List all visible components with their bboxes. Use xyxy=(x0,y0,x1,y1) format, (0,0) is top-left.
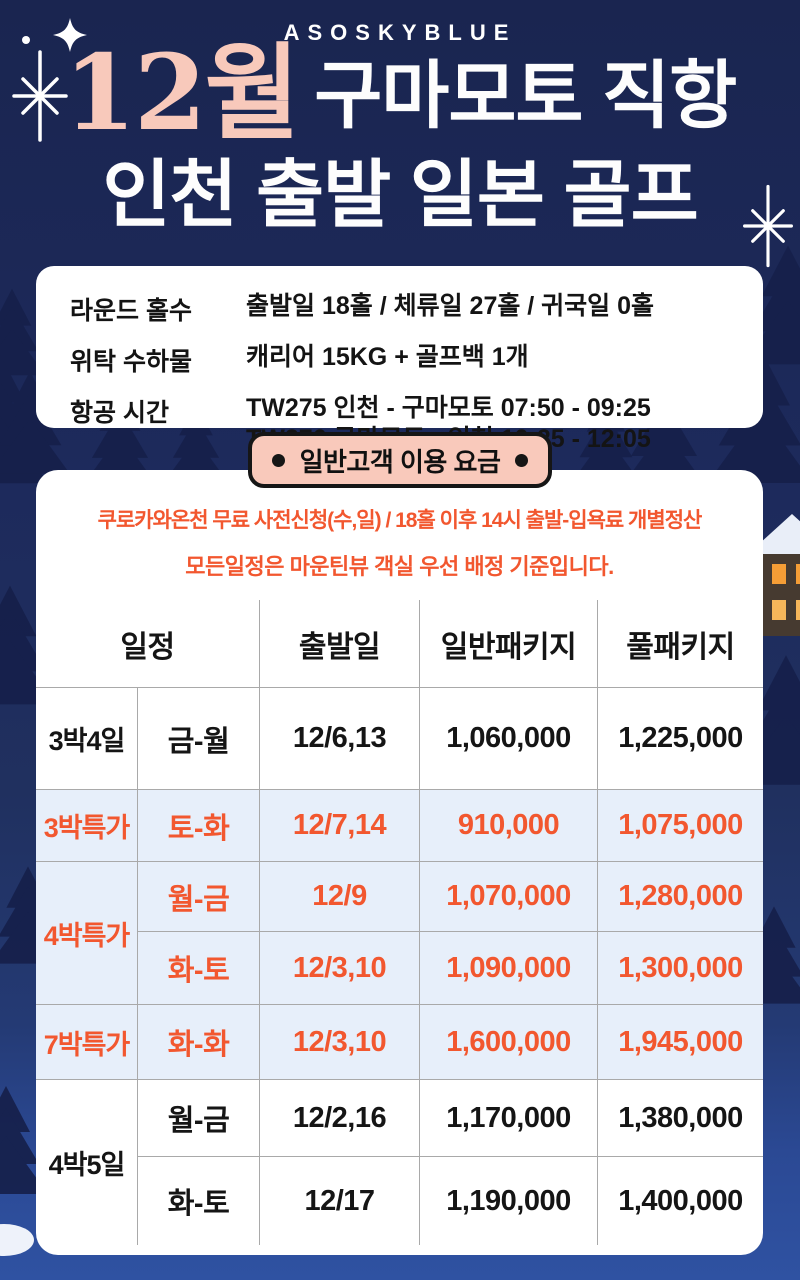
sparkle-icon-small xyxy=(53,18,87,52)
badge-dot-left xyxy=(272,453,285,467)
sparkle-icon-right xyxy=(743,184,793,268)
sparkle-dot xyxy=(22,36,30,44)
cell-full-price: 1,225,000 xyxy=(598,688,763,790)
cell-category: 4박5일 xyxy=(36,1080,138,1245)
badge-label: 일반고객 이용 요금 xyxy=(299,446,501,477)
info-label: 위탁 수하물 xyxy=(70,348,192,376)
brand-text: ASOSKYBLUE xyxy=(283,20,517,45)
info-value: 출발일 18홀 / 체류일 27홀 / 귀국일 0홀 xyxy=(246,292,655,320)
cell-category: 4박특가 xyxy=(36,862,138,1005)
cell-departure-date: 12/3,10 xyxy=(260,932,420,1005)
badge-dot-right xyxy=(515,453,528,467)
cell-departure-date: 12/6,13 xyxy=(260,688,420,790)
flight-outbound: TW275 인천 - 구마모토 07:50 - 09:25 xyxy=(246,394,651,422)
header-departure-date: 출발일 xyxy=(260,600,420,688)
cell-category: 7박특가 xyxy=(36,1005,138,1080)
cell-days: 화-토 xyxy=(138,1157,260,1245)
cell-departure-date: 12/2,16 xyxy=(260,1080,420,1157)
cell-departure-date: 12/7,14 xyxy=(260,790,420,862)
header-normal-package: 일반패키지 xyxy=(420,600,598,688)
info-value: 캐리어 15KG + 골프백 1개 xyxy=(246,343,529,371)
header-full-package: 풀패키지 xyxy=(598,600,763,688)
cell-normal-price: 1,060,000 xyxy=(420,688,598,790)
fare-table: 일정 출발일 일반패키지 풀패키지 3박4일 금-월 12/6,13 1,060… xyxy=(36,600,763,1245)
cell-full-price: 1,075,000 xyxy=(598,790,763,862)
cell-full-price: 1,945,000 xyxy=(598,1005,763,1080)
price-panel: 쿠로카와온천 무료 사전신청(수,일) / 18홀 이후 14시 출발-입욕료 … xyxy=(36,470,763,1255)
cell-category: 3박특가 xyxy=(36,790,138,862)
title-line-2: 인천 출발 일본 골프 xyxy=(102,153,698,236)
notice-line-1: 쿠로카와온천 무료 사전신청(수,일) / 18홀 이후 14시 출발-입욕료 … xyxy=(97,509,703,532)
cell-days: 월-금 xyxy=(138,862,260,932)
cell-departure-date: 12/17 xyxy=(260,1157,420,1245)
sparkle-icon-left xyxy=(12,50,68,142)
info-label: 항공 시간 xyxy=(70,399,169,427)
cell-full-price: 1,280,000 xyxy=(598,862,763,932)
notice-line-2: 모든일정은 마운틴뷰 객실 우선 배정 기준입니다. xyxy=(185,554,614,579)
header-schedule: 일정 xyxy=(36,600,260,688)
info-box: 라운드 홀수 출발일 18홀 / 체류일 27홀 / 귀국일 0홀 위탁 수하물… xyxy=(36,266,763,453)
cell-departure-date: 12/9 xyxy=(260,862,420,932)
cell-full-price: 1,400,000 xyxy=(618,1184,743,1217)
cell-category: 3박4일 xyxy=(36,688,138,790)
month-highlight: 12월 xyxy=(63,31,300,154)
cell-normal-price: 1,070,000 xyxy=(420,862,598,932)
cell-full-price: 1,300,000 xyxy=(598,932,763,1005)
title-line1-text: 구마모토 직항 xyxy=(314,53,737,137)
title-line-1: 12월 구마모토 직항 xyxy=(0,31,800,154)
cell-days: 금-월 xyxy=(138,688,260,790)
cell-full-price: 1,380,000 xyxy=(598,1080,763,1157)
cell-days: 월-금 xyxy=(138,1080,260,1157)
cell-normal-price: 1,190,000 xyxy=(420,1157,598,1245)
cell-normal-price: 1,170,000 xyxy=(420,1080,598,1157)
cell-normal-price: 910,000 xyxy=(420,790,598,862)
fare-badge: 일반고객 이용 요금 xyxy=(248,432,552,488)
cell-days: 화-화 xyxy=(138,1005,260,1080)
cell-days: 토-화 xyxy=(138,790,260,862)
cell-normal-price: 1,600,000 xyxy=(420,1005,598,1080)
cell-departure-date: 12/3,10 xyxy=(260,1005,420,1080)
cell-normal-price: 1,090,000 xyxy=(420,932,598,1005)
snow-drift xyxy=(0,1224,34,1256)
info-row-round-holes: 라운드 홀수 출발일 18홀 / 체류일 27홀 / 귀국일 0홀 xyxy=(70,291,763,327)
cell-days: 화-토 xyxy=(138,932,260,1005)
info-row-baggage: 위탁 수하물 캐리어 15KG + 골프백 1개 xyxy=(70,342,763,378)
info-label: 라운드 홀수 xyxy=(70,297,192,325)
